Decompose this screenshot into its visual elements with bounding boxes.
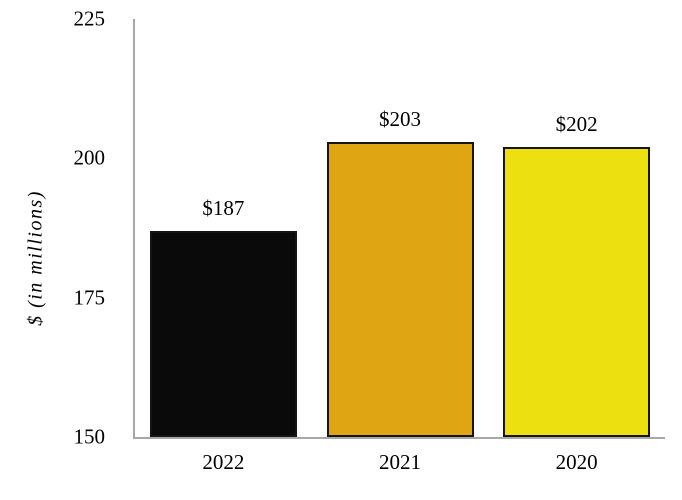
bar [326, 141, 474, 437]
bar [503, 147, 651, 437]
y-tick-label: 175 [73, 285, 106, 310]
x-tick-label: 2021 [379, 450, 421, 474]
bar-value-label: $187 [202, 195, 245, 220]
y-axis-title: $ (in millions) [24, 190, 47, 326]
y-tick-label: 150 [73, 424, 106, 449]
y-tick-label: 200 [73, 145, 106, 170]
x-tick-label: 2022 [202, 450, 245, 474]
y-tick-label: 225 [73, 6, 106, 31]
x-tick-label: 2020 [555, 450, 598, 474]
plot-area: 150 175 200 225 $187 2022 $203 2021 $202 2020 [74, 8, 665, 473]
bar [149, 230, 297, 437]
bar-value-label: $202 [555, 112, 598, 137]
bar-value-label: $203 [379, 106, 421, 131]
